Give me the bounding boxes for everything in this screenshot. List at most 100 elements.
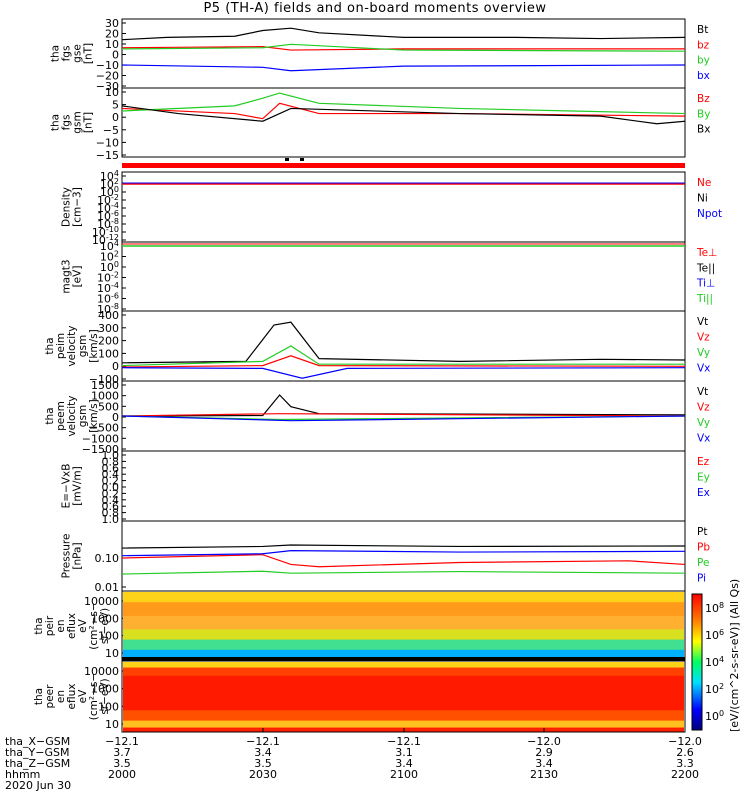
y-tick-label: 0 [112, 360, 119, 373]
y-tick-label: 100 [98, 700, 119, 713]
colorbar-tick-label: 102 [705, 682, 724, 696]
ephemeris-value: −12.1 [105, 735, 139, 748]
series-line-by [121, 92, 686, 115]
data-gap-bar [122, 657, 685, 661]
y-axis-label: fgs [61, 46, 73, 62]
y-tick-label: 104 [100, 169, 119, 183]
y-tick-label: 10-4 [97, 201, 119, 215]
spectrogram-peer_spectrogram [123, 662, 684, 732]
y-axis-label: eV [77, 618, 89, 632]
y-axis-label: gsm [77, 335, 89, 357]
ephemeris-value: 2.9 [535, 746, 553, 759]
y-axis-label: [nT] [83, 112, 95, 133]
ephemeris-value: 3.5 [113, 757, 131, 770]
ephemeris-value: 2130 [530, 768, 558, 781]
colorbar [691, 593, 703, 731]
y-axis-label: [km/s] [88, 399, 100, 433]
y-tick-label: 0.4 [102, 468, 120, 481]
panel-frame-fgs_gsm [121, 87, 686, 158]
status-marker [300, 158, 304, 161]
legend-entry: Vz [697, 332, 710, 344]
legend-entry: by [697, 55, 710, 67]
spectrogram-band [123, 710, 684, 722]
y-tick-label: 100 [98, 347, 119, 360]
y-tick-label: 10-2 [97, 193, 119, 207]
y-axis-label: [nPa] [72, 542, 84, 569]
spectrogram-band [123, 662, 684, 669]
page-title: P5 (TH-A) fields and on-board moments ov… [203, 1, 547, 16]
y-axis-label: tha [44, 337, 56, 354]
ephemeris-value: 2030 [249, 768, 277, 781]
legend-entry: Ti⊥ [696, 278, 715, 290]
y-axis-label: en [55, 619, 67, 632]
y-tick-label: 1500 [91, 379, 119, 392]
ephemeris-value: 2200 [671, 768, 699, 781]
status-marker [285, 158, 289, 161]
y-tick-label: 0.8 [102, 507, 120, 520]
legend-entry: Vt [697, 316, 708, 328]
ephemeris-value: −12.0 [527, 735, 561, 748]
y-tick-label: 10-6 [97, 209, 119, 223]
y-tick-label: 5 [112, 99, 119, 112]
ephemeris-row-label: tha_Y−GSM [5, 746, 69, 759]
y-axis-label: velocity [66, 325, 78, 366]
y-tick-label: 1000 [91, 390, 119, 403]
y-tick-label: 0.10 [95, 552, 120, 565]
y-axis-label: Pressure [61, 534, 73, 579]
y-tick-label: −500 [89, 422, 119, 435]
ephemeris-value: 2000 [108, 768, 136, 781]
ephemeris-row-label: hhmm [5, 768, 40, 781]
legend-entry: Ti|| [696, 293, 713, 305]
y-tick-label: −30 [96, 80, 119, 93]
y-tick-label: 10-12 [92, 233, 119, 247]
y-axis-label: tha [33, 617, 45, 634]
y-tick-label: 10-6 [97, 292, 119, 306]
y-axis-label: gsm [72, 111, 84, 133]
y-tick-label: 0.6 [102, 462, 120, 475]
series-line-by [121, 43, 686, 52]
y-tick-label: 0 [112, 111, 119, 124]
y-tick-label: 0.6 [102, 500, 120, 513]
spectrogram-band [123, 649, 684, 661]
y-axis-label: E=−VxB [61, 464, 73, 509]
y-tick-label: 30 [105, 17, 119, 30]
ephemeris-value: −12.1 [387, 735, 421, 748]
spectrogram-band [123, 667, 684, 677]
y-axis-label: eflux [66, 613, 78, 639]
date-label: 2020 Jun 30 [5, 779, 71, 792]
y-tick-label: 0 [112, 411, 119, 424]
y-tick-label: 1.0 [102, 513, 120, 526]
legend-entry: Pb [697, 542, 710, 554]
y-tick-label: 10 [105, 86, 119, 99]
legend-entry: Ne [697, 177, 711, 189]
y-tick-label: 200 [98, 335, 119, 348]
y-tick-label: −20 [96, 70, 119, 83]
ephemeris-value: 3.4 [254, 746, 272, 759]
y-axis-label: sr−eV) [99, 678, 111, 714]
series-line-vt [121, 394, 686, 417]
legend-entry: Pe [697, 557, 709, 569]
y-axis-label: peem [55, 401, 67, 431]
y-tick-label: 100 [100, 260, 119, 274]
y-tick-label: 1000 [91, 612, 119, 625]
y-axis-label: gsm [77, 405, 89, 427]
series-line-vz [121, 413, 686, 417]
y-tick-label: 102 [100, 250, 119, 264]
y-tick-label: 10-8 [97, 302, 119, 316]
y-axis-label: magt3 [61, 259, 73, 293]
colorbar-tick-label: 100 [705, 709, 724, 723]
series-line-bx [121, 105, 686, 125]
y-axis-label: (cm²−s− [88, 602, 100, 649]
panel-frame-efield [121, 450, 686, 522]
legend-entry: Bt [697, 24, 708, 36]
series-line-vt [121, 321, 686, 364]
panel-frame-fgs_gse [121, 18, 686, 89]
series-line-bx [121, 64, 686, 72]
ephemeris-value: −12.0 [668, 735, 702, 748]
series-line-bt [121, 27, 686, 41]
y-tick-label: 300 [98, 322, 119, 335]
legend-entry: Ey [697, 472, 710, 484]
spectrogram-band [123, 602, 684, 617]
series-line-vx [121, 415, 686, 422]
